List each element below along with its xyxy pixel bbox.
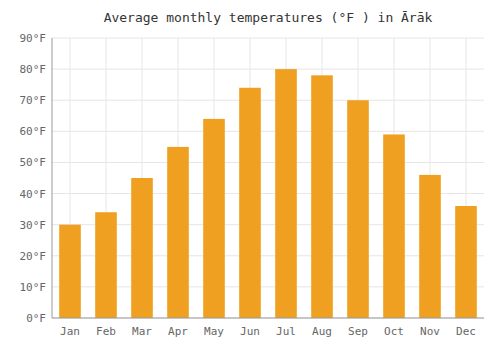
x-tick-label: Oct [384, 325, 404, 338]
x-tick-label: Mar [132, 325, 152, 338]
y-tick-label: 10°F [20, 281, 47, 294]
y-grid-line [52, 100, 484, 101]
bar [167, 147, 189, 318]
bar [203, 119, 225, 318]
x-tick-label: May [204, 325, 224, 338]
chart: Average monthly temperatures (°F ) in Ār… [0, 0, 500, 350]
grid [52, 38, 484, 318]
y-grid-line [52, 318, 484, 319]
bar [347, 100, 369, 318]
y-grid-line [52, 38, 484, 39]
y-tick-label: 50°F [20, 156, 47, 169]
x-tick-label: Dec [456, 325, 476, 338]
bar [383, 134, 405, 318]
bar [275, 69, 297, 318]
bar [239, 88, 261, 318]
chart-container: Average monthly temperatures (°F ) in Ār… [0, 0, 500, 350]
title: Average monthly temperatures (°F ) in Ār… [104, 10, 433, 25]
x-tick-label: Apr [168, 325, 188, 338]
y-grid-line [52, 162, 484, 163]
bar [419, 175, 441, 318]
x-tick-label: Feb [96, 325, 116, 338]
y-grid-line [52, 131, 484, 132]
y-tick-label: 60°F [20, 125, 47, 138]
bar [131, 178, 153, 318]
bars [59, 69, 477, 318]
y-tick-label: 40°F [20, 188, 47, 201]
y-tick-label: 0°F [26, 312, 46, 325]
x-tick-label: Nov [420, 325, 440, 338]
x-tick-label: Sep [348, 325, 368, 338]
y-grid-line [52, 69, 484, 70]
y-axis-line [52, 38, 53, 318]
x-tick-label: Jun [240, 325, 260, 338]
bar [59, 225, 81, 318]
bar [311, 75, 333, 318]
y-tick-label: 30°F [20, 219, 47, 232]
x-axis-line [52, 318, 484, 319]
y-tick-label: 70°F [20, 94, 47, 107]
y-tick-label: 20°F [20, 250, 47, 263]
bar [95, 212, 117, 318]
x-tick-label: Aug [312, 325, 332, 338]
axes: 0°F 10°F 20°F 30°F 40°F 50°F 60°F 70°F 80°F 90°F J… [20, 32, 485, 338]
x-tick-label: Jan [60, 325, 80, 338]
x-tick-label: Jul [276, 325, 296, 338]
bar [455, 206, 477, 318]
y-tick-label: 80°F [20, 63, 47, 76]
y-tick-label: 90°F [20, 32, 47, 45]
